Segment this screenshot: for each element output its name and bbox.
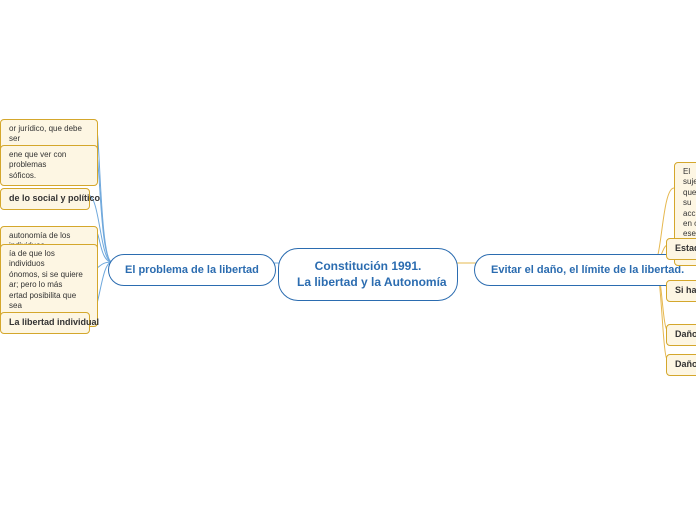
left-main-node[interactable]: El problema de la libertad <box>108 254 276 286</box>
right-leaf-node[interactable]: Estado d <box>666 238 696 260</box>
right-leaf-node[interactable]: Daño nec <box>666 354 696 376</box>
right-leaf-node[interactable]: Daño cor <box>666 324 696 346</box>
right-leaf-node[interactable]: Si hablar <box>666 280 696 302</box>
left-leaf-node[interactable]: ene que ver con problemassóficos. <box>0 145 98 186</box>
left-leaf-node[interactable]: de lo social y político <box>0 188 90 210</box>
right-main-node[interactable]: Evitar el daño, el límite de la libertad… <box>474 254 696 286</box>
left-leaf-node[interactable]: La libertad individual <box>0 312 90 334</box>
center-node[interactable]: Constitución 1991.La libertad y la Auton… <box>278 248 458 301</box>
